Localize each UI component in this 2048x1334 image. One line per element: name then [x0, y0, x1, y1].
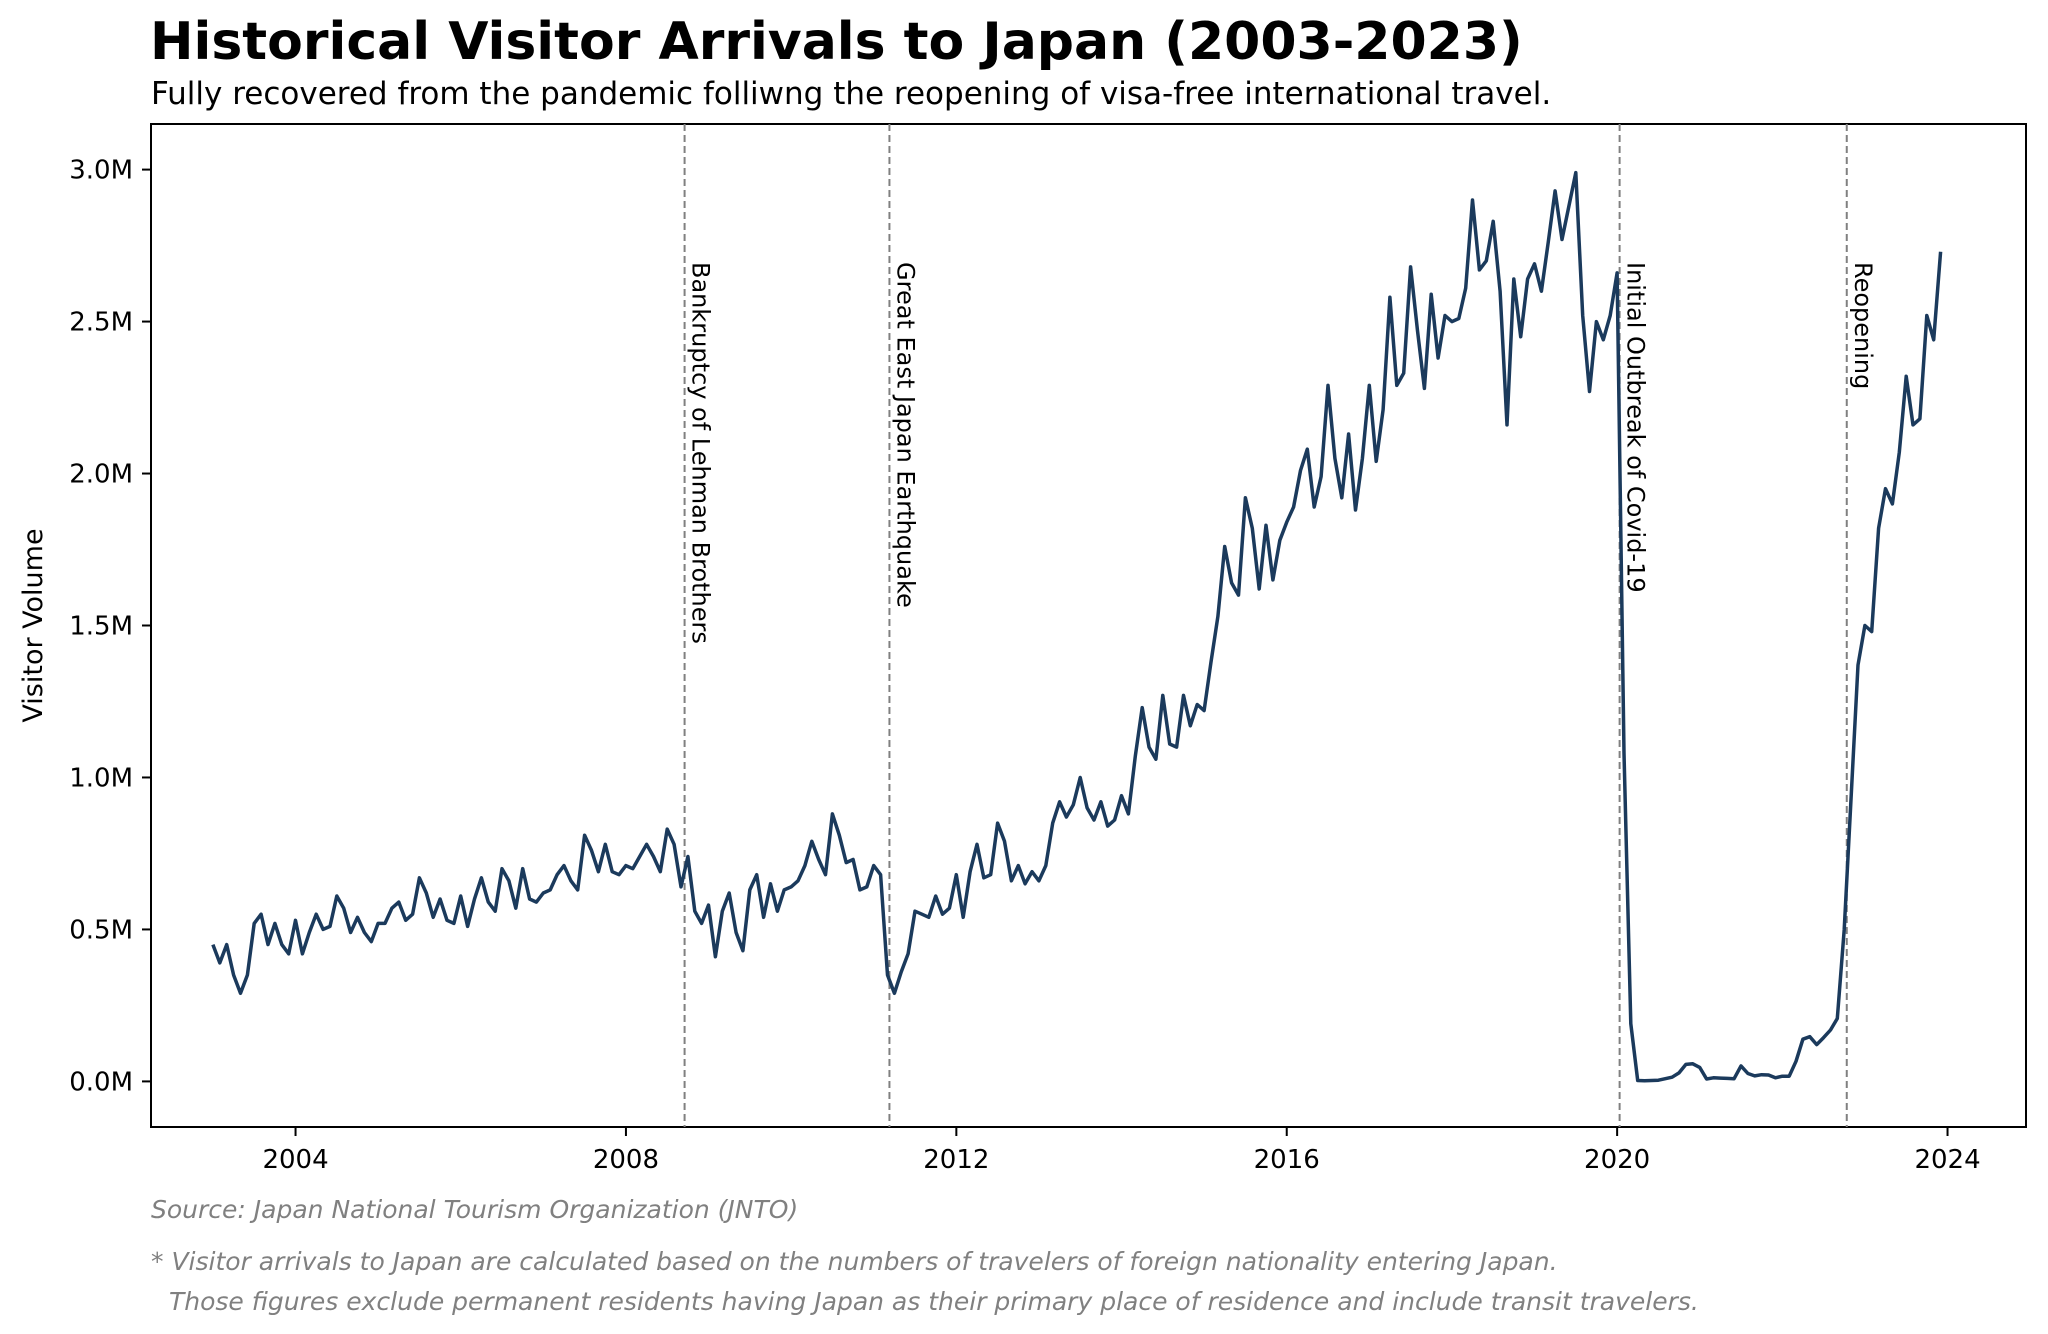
y-tick-label: 2.0M: [69, 460, 133, 490]
chart-title: Historical Visitor Arrivals to Japan (20…: [150, 12, 1523, 72]
x-tick-label: 2008: [593, 1145, 659, 1175]
footnote-line-2: Those figures exclude permanent resident…: [169, 1287, 1699, 1316]
x-tick-label: 2020: [1584, 1145, 1650, 1175]
y-axis-label: Visitor Volume: [18, 528, 49, 722]
source-note: Source: Japan National Tourism Organizat…: [151, 1195, 799, 1224]
y-tick-label: 1.0M: [69, 763, 133, 793]
x-tick-label: 2016: [1254, 1145, 1320, 1175]
y-tick-label: 1.5M: [69, 612, 133, 642]
footnote-line-1: * Visitor arrivals to Japan are calculat…: [151, 1247, 1558, 1276]
series-line: [211, 170, 1943, 1083]
x-tick-label: 2024: [1914, 1145, 1980, 1175]
y-tick-label: 3.0M: [69, 156, 133, 186]
event-label: Reopening: [1849, 262, 1877, 389]
y-tick-label: 0.5M: [69, 915, 133, 945]
plot-frame: [150, 123, 2027, 1128]
event-label: Great East Japan Earthquake: [891, 262, 919, 608]
event-label: Initial Outbreak of Covid-19: [1622, 262, 1650, 593]
y-tick-label: 2.5M: [69, 308, 133, 338]
x-tick-label: 2004: [262, 1145, 328, 1175]
event-label: Bankruptcy of Lehman Brothers: [687, 262, 715, 644]
x-tick-label: 2012: [923, 1145, 989, 1175]
y-tick-label: 0.0M: [69, 1067, 133, 1097]
chart-subtitle: Fully recovered from the pandemic folliw…: [151, 76, 1552, 112]
